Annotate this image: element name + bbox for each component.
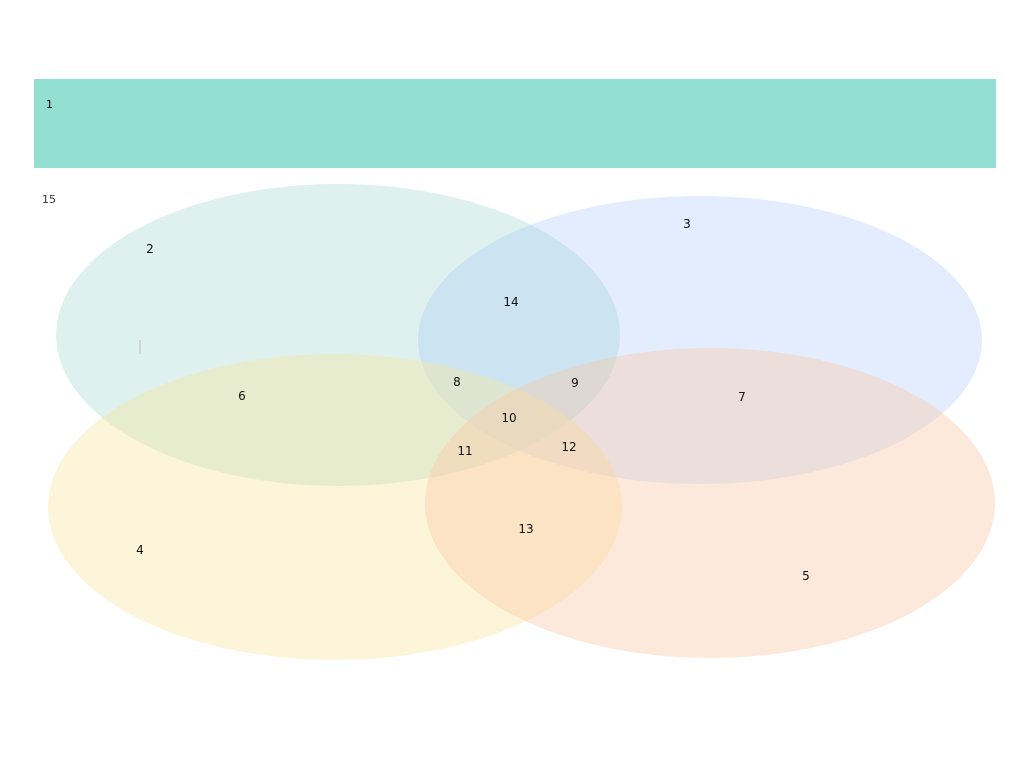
set-ellipse-d (425, 348, 995, 658)
region-label-6: 6 (238, 389, 246, 403)
region-label-9: 9 (571, 376, 579, 390)
region-label-12: 12 (561, 440, 576, 454)
set-ellipse-a (56, 184, 620, 486)
banner-label: 1 (46, 98, 53, 111)
region-label-11: 11 (457, 444, 472, 458)
region-label-4: 4 (136, 543, 144, 557)
outside-region-label: 15 (42, 193, 56, 206)
region-label-5: 5 (802, 569, 810, 583)
region-label-8: 8 (453, 375, 461, 389)
set-ellipse-b (418, 196, 982, 484)
region-label-2: 2 (146, 242, 154, 256)
set-ellipse-c (48, 354, 622, 660)
region-label-10: 10 (501, 411, 516, 425)
top-banner: 1 (34, 79, 996, 168)
region-label-13: 13 (518, 522, 533, 536)
region-label-7: 7 (738, 390, 746, 404)
region-label-14: 14 (503, 295, 518, 309)
region-label-3: 3 (683, 217, 691, 231)
